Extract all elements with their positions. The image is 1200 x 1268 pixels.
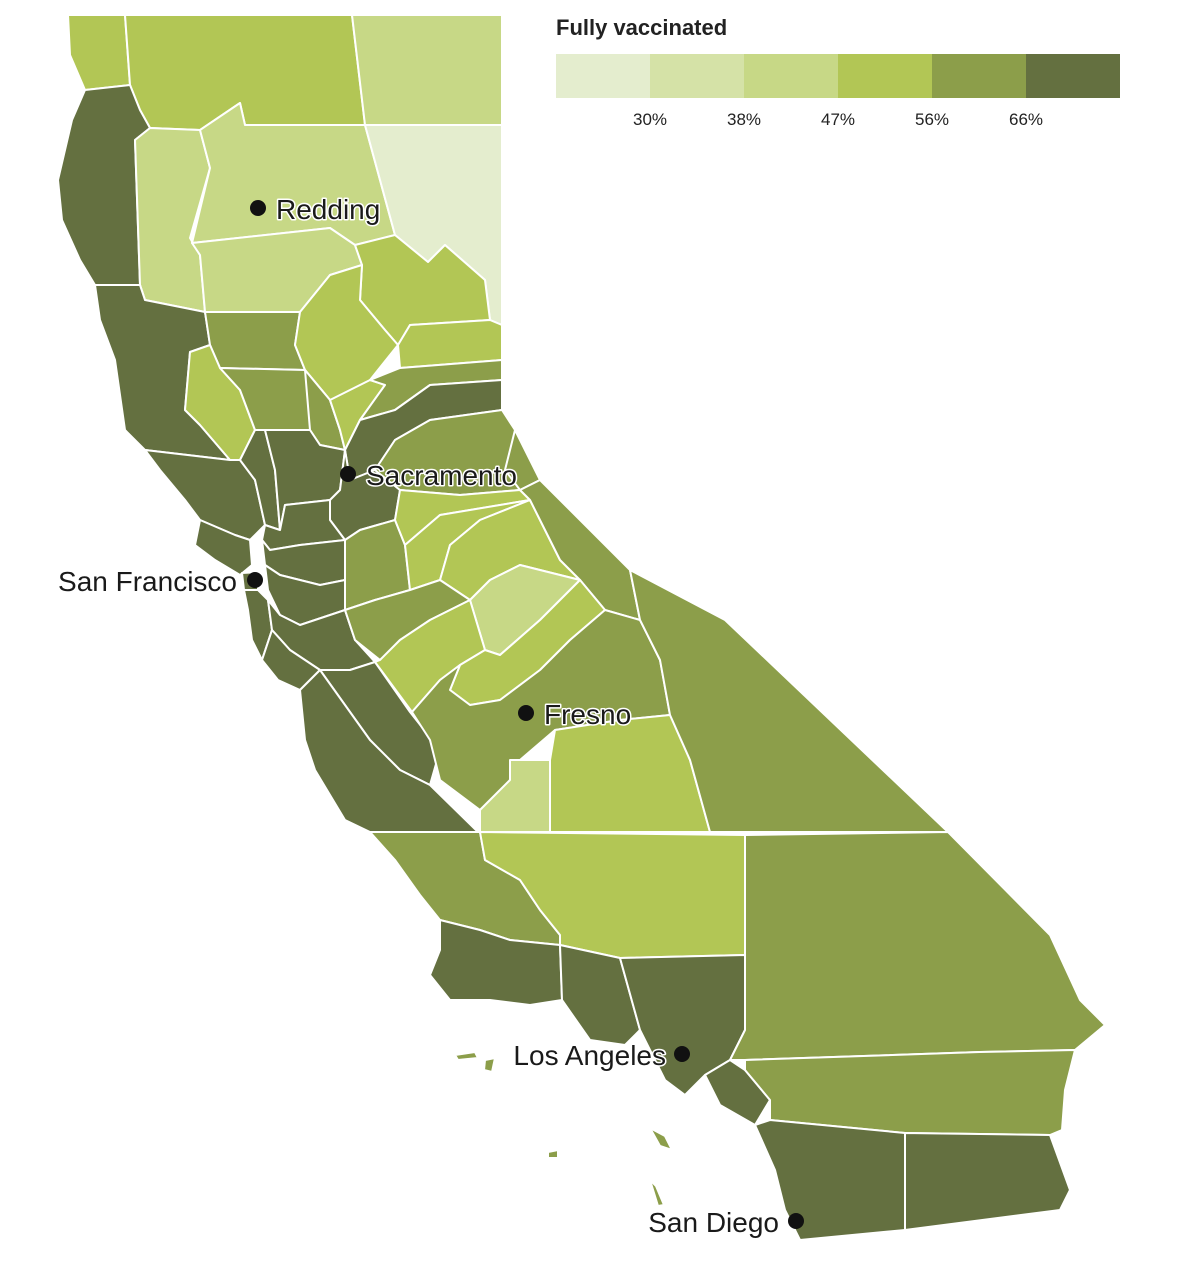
county-imperial[interactable]	[904, 1132, 1071, 1231]
county-del-norte[interactable]	[67, 14, 131, 91]
legend-color-bar	[556, 54, 1120, 98]
city-dot-san-francisco	[247, 572, 263, 588]
legend-swatch-2	[650, 54, 744, 98]
legend-swatch-3	[744, 54, 838, 98]
city-dot-los-angeles	[674, 1046, 690, 1062]
city-label-san-diego: San Diego	[648, 1207, 779, 1238]
city-dot-redding	[250, 200, 266, 216]
legend-swatch-5	[932, 54, 1026, 98]
legend-tick-3: 47%	[820, 110, 856, 129]
city-label-sacramento: Sacramento	[366, 460, 517, 491]
county-siskiyou[interactable]	[124, 14, 366, 131]
city-dot-sacramento	[340, 466, 356, 482]
county-san-bernardino[interactable]	[729, 831, 1106, 1061]
city-label-san-francisco: San Francisco	[58, 566, 237, 597]
county-inyo[interactable]	[629, 569, 949, 833]
channel-island-5[interactable]	[649, 1179, 665, 1207]
city-label-los-angeles: Los Angeles	[513, 1040, 666, 1071]
county-marin[interactable]	[194, 519, 253, 576]
channel-island-3[interactable]	[649, 1127, 673, 1151]
legend-swatch-4	[838, 54, 932, 98]
legend: Fully vaccinated 30% 38% 47% 56% 66%	[556, 14, 1120, 136]
county-santa-barbara[interactable]	[429, 919, 563, 1006]
channel-island-2[interactable]	[483, 1057, 496, 1073]
city-label-redding: Redding	[276, 194, 380, 225]
legend-ticks: 30% 38% 47% 56% 66%	[556, 110, 1120, 136]
legend-tick-2: 38%	[726, 110, 762, 129]
channel-island-4[interactable]	[547, 1149, 559, 1159]
legend-tick-1: 30%	[632, 110, 668, 129]
county-modoc[interactable]	[351, 14, 503, 126]
legend-tick-5: 66%	[1008, 110, 1044, 129]
legend-swatch-6	[1026, 54, 1120, 98]
county-glenn[interactable]	[204, 311, 306, 371]
city-dot-san-diego	[788, 1213, 804, 1229]
legend-tick-4: 56%	[914, 110, 950, 129]
county-san-diego[interactable]	[754, 1119, 906, 1241]
legend-title: Fully vaccinated	[556, 15, 728, 40]
city-label-fresno: Fresno	[544, 699, 631, 730]
city-dot-fresno	[518, 705, 534, 721]
legend-swatch-1	[556, 54, 650, 98]
channel-island-1[interactable]	[454, 1051, 479, 1061]
